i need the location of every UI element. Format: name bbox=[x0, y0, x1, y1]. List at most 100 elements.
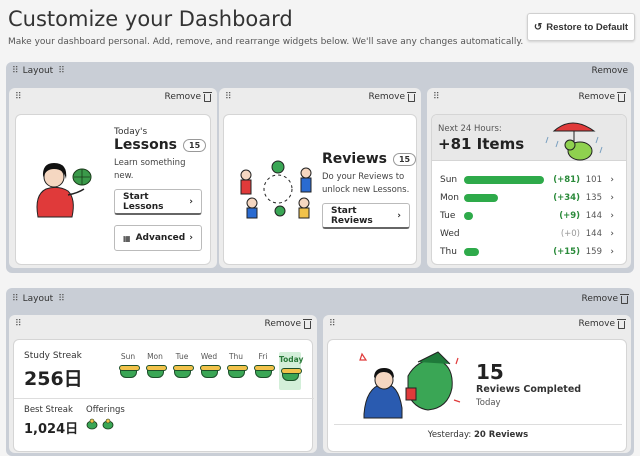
lessons-todays: Today's bbox=[114, 127, 148, 137]
trash-icon bbox=[616, 91, 626, 102]
forecast-delta: (+81) bbox=[553, 175, 580, 185]
forecast-delta: (+0) bbox=[560, 229, 580, 239]
offerings-icons bbox=[86, 418, 114, 430]
page-subtitle: Make your dashboard personal. Add, remov… bbox=[8, 37, 524, 47]
widget-drag-handle-icon[interactable]: ⠿ bbox=[225, 92, 232, 102]
forecast-row[interactable]: Tue (+9) 144 › bbox=[440, 207, 624, 225]
completed-widget: ⠿ Remove 15 Reviews Completed Today Yest… bbox=[323, 315, 631, 453]
remove-completed-button[interactable]: Remove bbox=[578, 318, 626, 329]
forecast-bar-track bbox=[464, 176, 544, 184]
completed-count: 15 bbox=[476, 360, 504, 384]
lessons-count-badge: 15 bbox=[183, 138, 207, 152]
lessons-widget: ⠿ Remove Today's Lessons 15 Learn someth… bbox=[9, 88, 217, 268]
lessons-card: Today's Lessons 15 Learn something new. … bbox=[15, 114, 211, 265]
forecast-bar bbox=[464, 248, 480, 256]
forecast-rows: Sun (+81) 101 › Mon (+34) 135 › Tue (+9) 144 › Wed (+… bbox=[440, 171, 624, 261]
forecast-bar-track bbox=[464, 230, 544, 238]
forecast-row[interactable]: Thu (+15) 159 › bbox=[440, 243, 624, 261]
streak-day-label: Mon bbox=[147, 352, 163, 361]
forecast-delta: (+9) bbox=[559, 211, 580, 221]
reviews-count-badge: 15 bbox=[392, 152, 417, 166]
completed-divider bbox=[334, 424, 622, 425]
forecast-row[interactable]: Wed (+0) 144 › bbox=[440, 225, 624, 243]
start-reviews-button[interactable]: Start Reviews › bbox=[322, 203, 410, 229]
chevron-right-icon: › bbox=[610, 211, 614, 221]
streak-day-label: Wed bbox=[200, 352, 218, 361]
streak-value: 256日 bbox=[24, 368, 83, 390]
widget-drag-handle-icon[interactable]: ⠿ bbox=[433, 92, 440, 102]
drag-handle-icon[interactable]: ⠿ bbox=[12, 66, 19, 76]
pot-icon bbox=[145, 365, 167, 378]
remove-label: Remove bbox=[368, 92, 405, 102]
widget-drag-handle-icon[interactable]: ⠿ bbox=[329, 319, 336, 329]
forecast-total-value: 144 bbox=[585, 211, 602, 221]
trash-icon bbox=[406, 91, 416, 102]
completed-card: 15 Reviews Completed Today Yesterday: 20… bbox=[327, 339, 627, 452]
forecast-bar bbox=[464, 194, 498, 202]
streak-divider bbox=[14, 398, 314, 399]
widget-drag-handle-icon[interactable]: ⠿ bbox=[15, 319, 22, 329]
pot-icon bbox=[172, 365, 194, 378]
streak-day: Thu bbox=[225, 352, 248, 390]
yesterday-value: 20 Reviews bbox=[473, 430, 529, 440]
remove-label: Remove bbox=[581, 294, 618, 304]
reviews-title: Reviews bbox=[322, 151, 387, 167]
remove-label: Remove bbox=[578, 319, 615, 329]
remove-lessons-button[interactable]: Remove bbox=[164, 91, 212, 102]
page-title: Customize your Dashboard bbox=[8, 7, 293, 31]
forecast-delta: (+34) bbox=[553, 193, 580, 203]
trash-icon bbox=[302, 318, 312, 329]
remove-label: Remove bbox=[578, 92, 615, 102]
forecast-day: Sun bbox=[440, 175, 458, 185]
reviews-illustration bbox=[240, 160, 312, 219]
remove-layout-button[interactable]: Remove bbox=[581, 293, 629, 304]
forecast-row[interactable]: Sun (+81) 101 › bbox=[440, 171, 624, 189]
reviews-widget: ⠿ Remove Reviews 15 Do your Reviews to u… bbox=[219, 88, 421, 268]
layout-grid-icon: ⠿ bbox=[58, 294, 65, 304]
layout-header-1: ⠿ Layout ⠿ Remove bbox=[6, 62, 634, 80]
remove-label: Remove bbox=[164, 92, 201, 102]
forecast-bar-track bbox=[464, 248, 544, 256]
lessons-desc: Learn something new. bbox=[114, 158, 186, 181]
restore-default-button[interactable]: ↺ Restore to Default bbox=[527, 13, 635, 41]
advanced-button[interactable]: ▦ Advanced › bbox=[114, 225, 202, 251]
trash-icon bbox=[202, 91, 212, 102]
layout-label: Layout bbox=[22, 294, 54, 304]
forecast-bar-track bbox=[464, 212, 544, 220]
remove-layout-button[interactable]: Remove bbox=[591, 66, 628, 76]
pot-icon bbox=[280, 368, 302, 381]
pot-icon bbox=[226, 365, 248, 378]
turtle-offering-icon bbox=[86, 418, 98, 430]
forecast-bar bbox=[464, 212, 473, 220]
remove-forecast-button[interactable]: Remove bbox=[578, 91, 626, 102]
forecast-day: Thu bbox=[440, 247, 457, 257]
forecast-header-box bbox=[432, 115, 626, 161]
streak-day-label: Today bbox=[279, 355, 304, 364]
streak-day-label: Fri bbox=[258, 352, 268, 361]
chevron-right-icon: › bbox=[189, 233, 193, 243]
streak-day: Sun bbox=[117, 352, 140, 390]
lessons-illustration bbox=[36, 163, 92, 218]
reviews-card: Reviews 15 Do your Reviews to unlock new… bbox=[223, 114, 417, 265]
widget-drag-handle-icon[interactable]: ⠿ bbox=[15, 92, 22, 102]
remove-streak-button[interactable]: Remove bbox=[264, 318, 312, 329]
forecast-row[interactable]: Mon (+34) 135 › bbox=[440, 189, 624, 207]
start-lessons-button[interactable]: Start Lessons › bbox=[114, 189, 202, 215]
completed-label: Reviews Completed bbox=[476, 384, 582, 395]
forecast-card: Next 24 Hours: +81 Items Sun (+81) 101 › Mon… bbox=[431, 114, 627, 265]
forecast-widget: ⠿ Remove Next 24 Hours: +81 Items Sun (+8… bbox=[427, 88, 631, 268]
start-reviews-label: Start Reviews bbox=[331, 205, 373, 226]
forecast-day: Wed bbox=[440, 229, 460, 239]
forecast-total-value: 159 bbox=[585, 247, 602, 257]
layout-grid-icon: ⠿ bbox=[58, 66, 65, 76]
yesterday-row: Yesterday: 20 Reviews bbox=[328, 430, 628, 440]
forecast-total-value: 101 bbox=[585, 175, 602, 185]
remove-reviews-button[interactable]: Remove bbox=[368, 91, 416, 102]
yesterday-label: Yesterday: bbox=[427, 430, 472, 440]
forecast-header: Next 24 Hours: bbox=[438, 124, 502, 134]
undo-icon: ↺ bbox=[533, 21, 543, 33]
turtle-offering-icon bbox=[102, 418, 114, 430]
streak-day-today: Today bbox=[279, 352, 304, 390]
lessons-title: Lessons bbox=[114, 137, 177, 153]
drag-handle-icon[interactable]: ⠿ bbox=[12, 294, 19, 304]
